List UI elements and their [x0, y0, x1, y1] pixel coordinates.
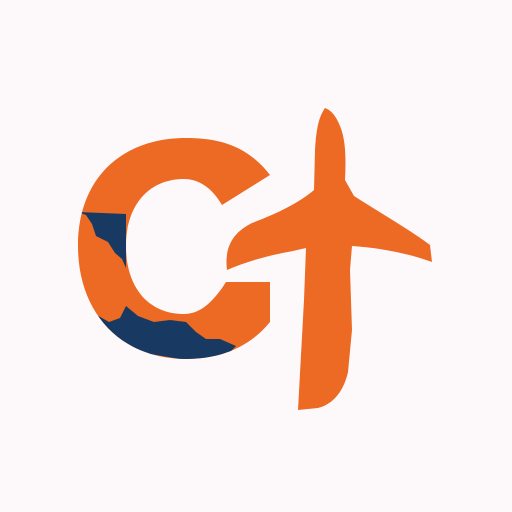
- letter-c-orange: [78, 138, 270, 359]
- ocean-lower: [85, 305, 236, 359]
- globe-map-icon: [78, 212, 236, 359]
- letter-c: [78, 138, 270, 359]
- ocean-upper-left: [78, 212, 126, 268]
- airplane-icon: [226, 108, 432, 410]
